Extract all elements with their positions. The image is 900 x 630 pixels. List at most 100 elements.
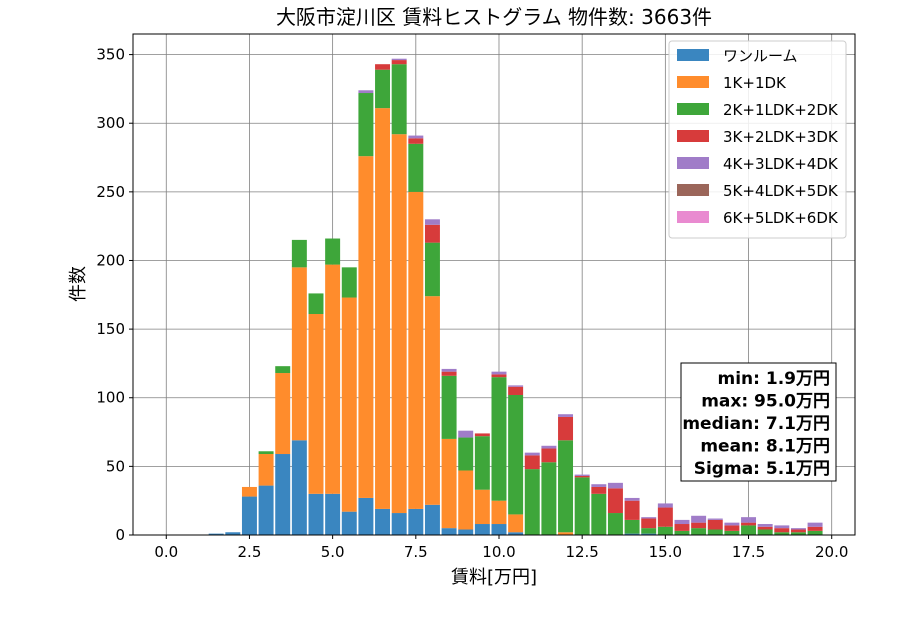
bar-segment-series-1 [458,470,474,530]
chart-title: 大阪市淀川区 賃料ヒストグラム 物件数: 3663件 [276,5,712,29]
bar-segment-series-0 [291,440,307,535]
bar-segment-series-2 [358,93,374,157]
bar-segment-series-4 [691,515,707,523]
stats-line: mean: 8.1万円 [700,437,830,457]
bar-segment-series-2 [591,493,607,535]
bar-segment-series-4 [541,445,557,449]
bar-segment-series-4 [391,58,407,61]
bar-segment-series-3 [741,522,757,526]
bar-segment-series-2 [408,143,424,192]
bar-segment-series-3 [424,224,440,243]
bar-segment-series-3 [790,529,806,533]
bar-segment-series-1 [424,296,440,505]
bar-segment-series-3 [607,488,623,514]
bar-segment-series-2 [491,377,507,501]
bar-segment-series-2 [558,440,574,533]
legend-label: 1K+1DK [723,74,787,92]
x-tick-label: 10.0 [482,543,515,561]
bar-segment-series-2 [325,238,341,265]
bar-segment-series-1 [325,264,341,494]
grid-lines [133,34,855,536]
y-axis-title: 件数 [68,266,89,302]
y-tick-label: 100 [96,389,125,407]
bar-segment-series-3 [707,519,723,530]
bar-segment-series-3 [624,500,640,520]
legend-swatch [677,211,709,223]
legend-label: 2K+1LDK+2DK [723,101,839,119]
stats-line: max: 95.0万円 [701,392,830,412]
bar-segment-series-3 [491,374,507,378]
legend-label: ワンルーム [723,47,798,65]
stats-line: Sigma: 5.1万円 [694,459,830,479]
bar-segment-series-0 [491,524,507,535]
bar-segment-series-2 [375,69,391,109]
bar-segment-series-2 [624,519,640,534]
bar-segment-series-2 [707,529,723,535]
axis-ticks: 0.0 2.5 5.0 7.5 10.0 12.5 15.0 17.5 20.0 0 50 100 15… [96,46,848,561]
bar-segment-series-2 [607,513,623,535]
stats-line: min: 1.9万円 [718,369,830,389]
bar-segment-series-0 [275,454,291,535]
y-tick-label: 300 [96,114,125,132]
x-tick-label: 20.0 [815,543,848,561]
bar-segment-series-2 [474,436,490,490]
bar-segment-series-1 [275,373,291,455]
bar-segment-series-4 [358,90,374,94]
bar-segment-series-3 [474,433,490,437]
bar-segment-series-3 [724,525,740,531]
bar-segment-series-1 [358,156,374,498]
legend: ワンルーム 1K+1DK 2K+1LDK+2DK 3K+2LDK+3DK 4K+3LDK… [668,40,847,239]
bar-segment-series-3 [541,448,557,463]
bar-segment-series-0 [458,529,474,535]
bar-segment-series-0 [641,533,657,535]
y-tick-label: 350 [96,46,125,64]
bar-segment-series-3 [441,371,457,376]
bar-segment-series-4 [807,522,823,527]
bar-segment-series-3 [508,386,524,395]
bar-segment-series-3 [641,518,657,529]
bar-segment-series-3 [574,475,590,478]
bar-segment-series-4 [491,371,507,375]
bar-segment-series-2 [508,394,524,515]
bar-segment-series-4 [707,518,723,520]
legend-swatch [677,130,709,142]
bar-segment-series-0 [208,533,224,535]
bar-segment-series-2 [674,530,690,535]
bar-segment-series-0 [358,497,374,535]
bar-segment-series-4 [674,519,690,525]
bar-segment-series-0 [308,493,324,535]
y-tick-label: 150 [96,320,125,338]
bar-segment-series-3 [591,486,607,494]
bar-segment-series-2 [757,529,773,535]
bar-segment-series-2 [657,526,673,535]
bar-segment-series-4 [624,497,640,501]
bar-segment-series-1 [408,191,424,509]
bar-segment-series-2 [641,528,657,534]
bar-segment-series-0 [408,508,424,535]
bar-segment-series-0 [241,496,257,535]
bar-segment-series-1 [491,500,507,525]
bar-segment-series-2 [524,469,540,535]
legend-swatch [677,103,709,115]
bar-segment-series-0 [441,528,457,535]
bar-segment-series-1 [508,514,524,533]
legend-label: 5K+4LDK+5DK [723,182,839,200]
bar-segment-series-3 [674,524,690,531]
legend-swatch [677,184,709,196]
bar-segment-series-2 [424,242,440,297]
bar-segment-series-4 [424,219,440,225]
bar-segment-series-0 [375,508,391,535]
bar-segment-series-0 [341,511,357,535]
bar-segment-series-1 [308,314,324,494]
y-tick-label: 250 [96,183,125,201]
bar-segment-series-4 [607,482,623,489]
bar-segment-series-0 [508,532,524,535]
bar-segment-series-4 [558,414,574,417]
bar-segment-series-2 [291,239,307,268]
legend-box [668,40,847,239]
bar-segment-series-0 [424,504,440,535]
bar-stacks [208,58,823,535]
bar-segment-series-4 [724,522,740,526]
bar-segment-series-1 [474,489,490,525]
bar-segment-series-2 [458,437,474,471]
